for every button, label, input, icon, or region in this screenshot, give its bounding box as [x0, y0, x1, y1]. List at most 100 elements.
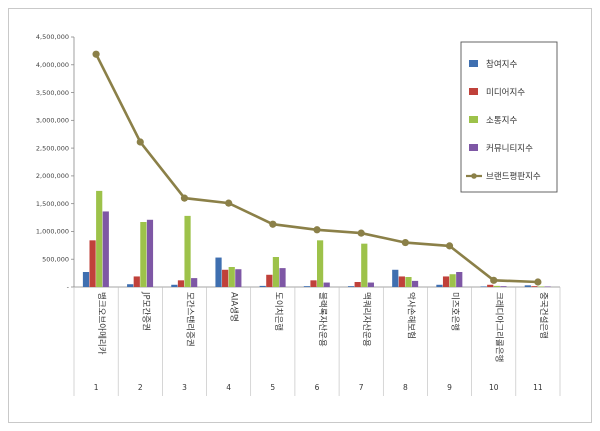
category-name-label: 모간스탠리증권: [184, 292, 195, 347]
bar-소통지수: [493, 285, 500, 287]
bars: [82, 190, 551, 287]
bar-참여지수: [392, 269, 399, 287]
category-name-label: 악사손해보험: [405, 292, 416, 339]
y-tick-label: 500,000: [42, 255, 69, 263]
bar-미디어지수: [354, 282, 361, 287]
y-tick-label: 1,000,000: [36, 228, 69, 236]
legend-swatch-커뮤니티지수: [469, 144, 478, 151]
bar-커뮤니티지수: [367, 282, 374, 287]
bar-미디어지수: [531, 286, 538, 287]
bar-커뮤니티지수: [191, 278, 198, 287]
category-number-label: 7: [359, 383, 364, 392]
line-point: [180, 194, 189, 202]
category-number-label: 6: [315, 383, 320, 392]
bar-커뮤니티지수: [279, 268, 286, 287]
y-tick-label: 3,500,000: [36, 89, 69, 97]
line-point: [357, 229, 365, 237]
category-number-label: 9: [447, 383, 452, 392]
category-labels: 뱅크오브아메리카 1 JP모간증권 2 모간스탠리증권 3 AIA생명 4 도이치은행 5 블랙록자…: [94, 291, 549, 392]
category-name-label: 맥쿼리자산운용: [361, 292, 372, 347]
legend-swatch-미디어지수: [469, 88, 478, 95]
legend-label: 브랜드평판지수: [486, 171, 541, 182]
line-point: [92, 50, 100, 58]
bar-미디어지수: [89, 240, 96, 287]
category-number-label: 11: [533, 383, 543, 392]
bar-소통지수: [449, 274, 456, 287]
category-name-label: JP모간증권: [140, 291, 151, 331]
bar-커뮤니티지수: [456, 272, 463, 287]
line-point: [401, 238, 409, 247]
category-name-label: AIA생명: [229, 292, 240, 322]
bar-미디어지수: [487, 284, 494, 287]
bar-참여지수: [303, 286, 310, 287]
y-tick-label: -: [67, 283, 70, 291]
bar-참여지수: [215, 257, 222, 287]
legend-swatch-참여지수: [469, 60, 478, 67]
y-tick-label: 4,500,000: [36, 33, 69, 41]
legend-line-marker: [471, 173, 477, 179]
bar-커뮤니티지수: [500, 286, 507, 287]
line-point: [269, 220, 277, 228]
y-tick-label: 2,000,000: [36, 172, 69, 180]
bar-참여지수: [127, 284, 134, 287]
legend-label: 참여지수: [486, 59, 517, 70]
bar-커뮤니티지수: [323, 282, 330, 287]
category-name-label: 중국건설은행: [538, 292, 549, 339]
y-tick-label: 3,000,000: [36, 117, 69, 125]
bar-참여지수: [347, 286, 355, 287]
bar-소통지수: [361, 243, 368, 287]
y-tick-label: 4,000,000: [36, 61, 69, 69]
category-number-label: 10: [489, 383, 499, 392]
line-point: [136, 138, 144, 146]
category-number-label: 1: [94, 383, 99, 392]
bar-커뮤니티지수: [411, 280, 419, 287]
legend-label: 미디어지수: [486, 87, 525, 98]
legend-swatch-소통지수: [469, 116, 478, 123]
line-point: [445, 242, 454, 250]
bar-미디어지수: [266, 274, 273, 287]
y-tick-label: 1,500,000: [36, 200, 69, 208]
bar-참여지수: [171, 284, 178, 287]
bar-소통지수: [272, 257, 280, 287]
bar-참여지수: [82, 272, 90, 287]
bar-참여지수: [480, 286, 487, 287]
bar-커뮤니티지수: [235, 269, 242, 287]
bar-참여지수: [259, 285, 266, 287]
line-point: [313, 226, 321, 234]
legend-label: 커뮤니티지수: [486, 143, 533, 154]
y-tick-label: 2,500,000: [36, 144, 69, 152]
bar-커뮤니티지수: [102, 211, 109, 287]
line-point: [534, 278, 542, 286]
bar-미디어지수: [133, 276, 140, 287]
bar-소통지수: [405, 277, 412, 287]
legend-label: 소통지수: [486, 116, 517, 126]
bar-미디어지수: [398, 276, 405, 287]
bar-미디어지수: [442, 276, 450, 287]
bar-참여지수: [524, 285, 531, 287]
category-number-label: 8: [403, 383, 408, 392]
category-number-label: 2: [138, 383, 143, 392]
bar-커뮤니티지수: [146, 219, 154, 287]
line-point: [490, 276, 498, 284]
bar-소통지수: [184, 215, 191, 287]
category-number-label: 4: [226, 383, 231, 392]
category-number-label: 5: [270, 383, 275, 392]
category-name-label: 뱅크오브아메리카: [96, 292, 107, 355]
axes: 4,500,000 4,000,000 3,500,000 3,000,000 2,50…: [36, 33, 561, 396]
line-series: [92, 50, 542, 286]
bar-미디어지수: [222, 269, 229, 287]
category-number-label: 3: [182, 383, 187, 392]
bar-참여지수: [436, 284, 443, 287]
category-name-label: 미즈호은행: [450, 292, 461, 331]
line-point: [225, 199, 233, 207]
bar-미디어지수: [177, 280, 185, 287]
bar-미디어지수: [310, 280, 317, 287]
bar-소통지수: [317, 240, 324, 287]
bar-소통지수: [140, 222, 147, 287]
bar-소통지수: [228, 267, 235, 287]
bar-소통지수: [96, 190, 103, 287]
category-name-label: 블랙록자산운용: [317, 292, 328, 347]
bar-소통지수: [537, 286, 545, 287]
